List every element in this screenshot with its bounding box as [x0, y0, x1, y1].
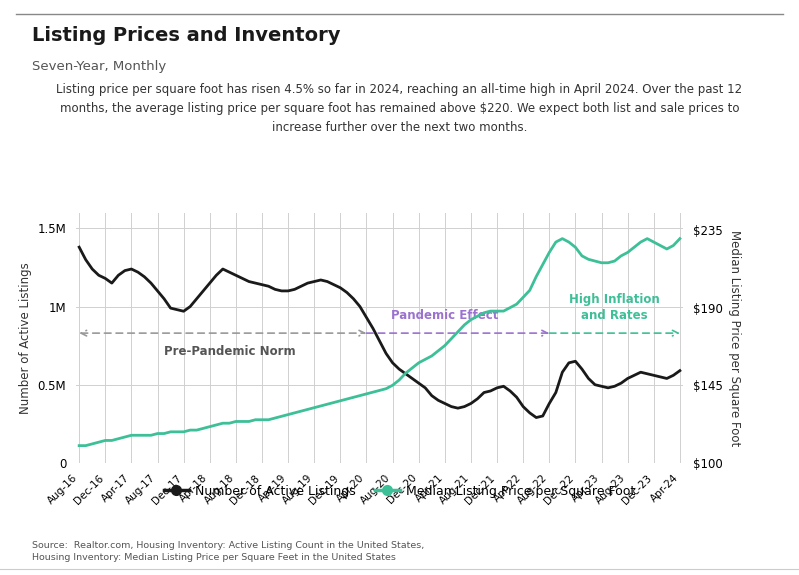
- Text: Seven-Year, Monthly: Seven-Year, Monthly: [32, 60, 166, 74]
- Text: High Inflation
and Rates: High Inflation and Rates: [569, 293, 660, 322]
- Y-axis label: Number of Active Listings: Number of Active Listings: [19, 262, 32, 413]
- Text: Housing Inventory: Median Listing Price per Square Feet in the United States: Housing Inventory: Median Listing Price …: [32, 553, 396, 562]
- Text: Listing Prices and Inventory: Listing Prices and Inventory: [32, 26, 340, 45]
- Text: Listing price per square foot has risen 4.5% so far in 2024, reaching an all-tim: Listing price per square foot has risen …: [57, 83, 742, 135]
- Legend: Number of Active Listings, Median Listing Price per Square Foot: Number of Active Listings, Median Listin…: [159, 480, 640, 503]
- Text: Source:  Realtor.com, Housing Inventory: Active Listing Count in the United Stat: Source: Realtor.com, Housing Inventory: …: [32, 540, 424, 550]
- Y-axis label: Median Listing Price per Square Foot: Median Listing Price per Square Foot: [729, 229, 741, 446]
- Text: Pre-Pandemic Norm: Pre-Pandemic Norm: [164, 345, 295, 358]
- Text: Pandemic Effect: Pandemic Effect: [392, 309, 499, 322]
